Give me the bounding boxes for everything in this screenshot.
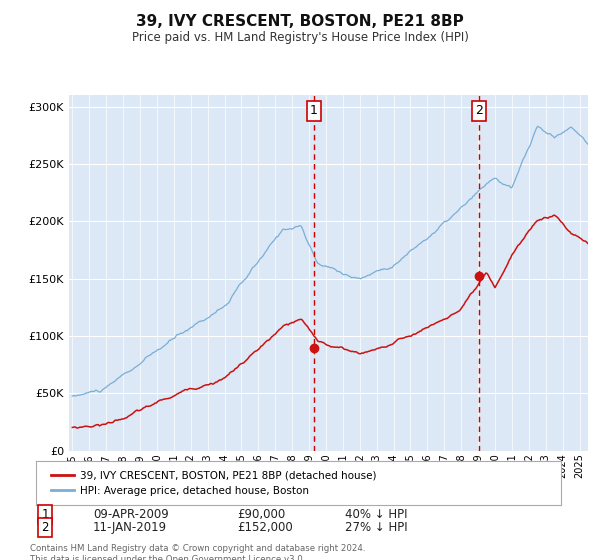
Text: 39, IVY CRESCENT, BOSTON, PE21 8BP: 39, IVY CRESCENT, BOSTON, PE21 8BP — [136, 14, 464, 29]
Text: Contains HM Land Registry data © Crown copyright and database right 2024.
This d: Contains HM Land Registry data © Crown c… — [30, 544, 365, 560]
Text: 1: 1 — [41, 507, 49, 521]
Legend: 39, IVY CRESCENT, BOSTON, PE21 8BP (detached house), HPI: Average price, detache: 39, IVY CRESCENT, BOSTON, PE21 8BP (deta… — [46, 466, 380, 500]
Text: 1: 1 — [310, 104, 317, 118]
Text: £152,000: £152,000 — [237, 521, 293, 534]
Text: 40% ↓ HPI: 40% ↓ HPI — [345, 507, 407, 521]
Text: Price paid vs. HM Land Registry's House Price Index (HPI): Price paid vs. HM Land Registry's House … — [131, 31, 469, 44]
Text: 2: 2 — [41, 521, 49, 534]
Text: 2: 2 — [475, 104, 482, 118]
Text: 27% ↓ HPI: 27% ↓ HPI — [345, 521, 407, 534]
Text: 11-JAN-2019: 11-JAN-2019 — [93, 521, 167, 534]
Text: £90,000: £90,000 — [237, 507, 285, 521]
Text: 09-APR-2009: 09-APR-2009 — [93, 507, 169, 521]
